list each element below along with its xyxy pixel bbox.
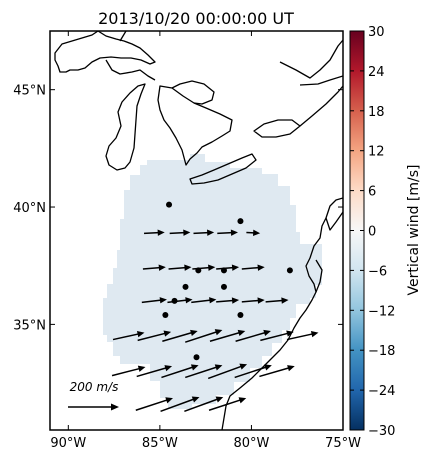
map-area: 200 m/s (54, 31, 343, 430)
station-markers (162, 201, 293, 361)
wind-vector (216, 297, 240, 304)
station-marker (286, 267, 293, 274)
reference-arrow-head (111, 403, 119, 411)
wind-vector (217, 229, 238, 236)
map-frame (49, 30, 344, 431)
lon-tick-label: 80°W (233, 436, 269, 451)
wind-vector (192, 264, 216, 271)
wind-vector (286, 331, 319, 341)
wind-vector (160, 396, 200, 412)
wind-vector (259, 365, 295, 378)
station-marker (195, 267, 202, 274)
colorbar-tick-label: 24 (368, 65, 385, 80)
wind-vector (185, 329, 223, 343)
lat-tick-label: 40°N (13, 201, 46, 216)
colorbar-label: Vertical wind [m/s] (406, 165, 422, 296)
wind-vector (193, 229, 215, 236)
wind-vector (168, 264, 192, 271)
wind-vector (111, 365, 146, 377)
wind-vector (207, 363, 248, 380)
wind-vector (246, 229, 261, 237)
station-marker (182, 283, 189, 290)
colorbar-tick-label: 12 (368, 145, 385, 160)
lat-tick-label: 45°N (13, 84, 46, 99)
colorbar-tick-label: −30 (368, 424, 395, 439)
colorbar-tick-label: 6 (368, 185, 376, 200)
wind-vector (161, 364, 199, 379)
reference-arrow-key: 200 m/s (68, 380, 119, 411)
wind-vector (209, 329, 246, 342)
station-marker (166, 201, 173, 208)
colorbar-tick-label: 30 (368, 25, 385, 40)
wind-vector (142, 264, 166, 271)
wind-vector (235, 329, 271, 342)
colorbar-tick-label: 18 (368, 105, 385, 120)
wind-vector (260, 330, 294, 342)
station-marker (171, 297, 178, 304)
station-marker (193, 354, 200, 361)
colorbar-tick-label: −12 (368, 304, 395, 319)
station-marker (220, 283, 227, 290)
colorbar-tick-label: 0 (368, 225, 376, 240)
colorbar: 30 24 18 12 6 0 −6 −12 −18 −24 −30 Vertical wind [… (349, 25, 422, 439)
coastlines (54, 31, 343, 430)
lon-tick-label: 75°W (325, 436, 361, 451)
station-marker (237, 311, 244, 318)
lon-tick-label: 90°W (50, 436, 86, 451)
longitude-axis: 90°W 85°W 80°W 75°W (50, 31, 361, 451)
lon-tick-label: 85°W (142, 436, 178, 451)
wind-vector (169, 229, 191, 236)
colorbar-tick-label: −18 (368, 344, 395, 359)
wind-vector (184, 396, 224, 412)
map-title: 2013/10/20 00:00:00 UT (98, 9, 294, 28)
wind-vector (234, 364, 272, 379)
wind-vector (185, 364, 223, 379)
wind-vector (141, 297, 167, 304)
wind-vector (136, 365, 173, 378)
colorbar-ticks: 30 24 18 12 6 0 −6 −12 −18 −24 −30 (350, 25, 395, 439)
latitude-axis: 45°N 40°N 35°N (13, 84, 343, 333)
wind-field-region (103, 154, 322, 409)
station-marker (162, 311, 169, 318)
wind-vector (191, 297, 217, 304)
colorbar-tick-label: −24 (368, 384, 395, 399)
station-marker (220, 267, 227, 274)
wind-vectors (111, 229, 319, 412)
reference-arrow-label: 200 m/s (70, 380, 119, 394)
station-marker (237, 218, 244, 225)
lat-tick-label: 35°N (13, 318, 46, 333)
wind-vector (135, 397, 173, 411)
wind-vector (265, 297, 289, 304)
wind-vector (144, 229, 165, 236)
wind-vector (241, 297, 265, 304)
wind-vector (137, 330, 172, 342)
wind-vector (162, 329, 198, 342)
wind-vector (208, 397, 247, 411)
wind-vector (112, 331, 145, 341)
colorbar-tick-label: −6 (368, 264, 387, 279)
wind-vector (241, 264, 265, 271)
